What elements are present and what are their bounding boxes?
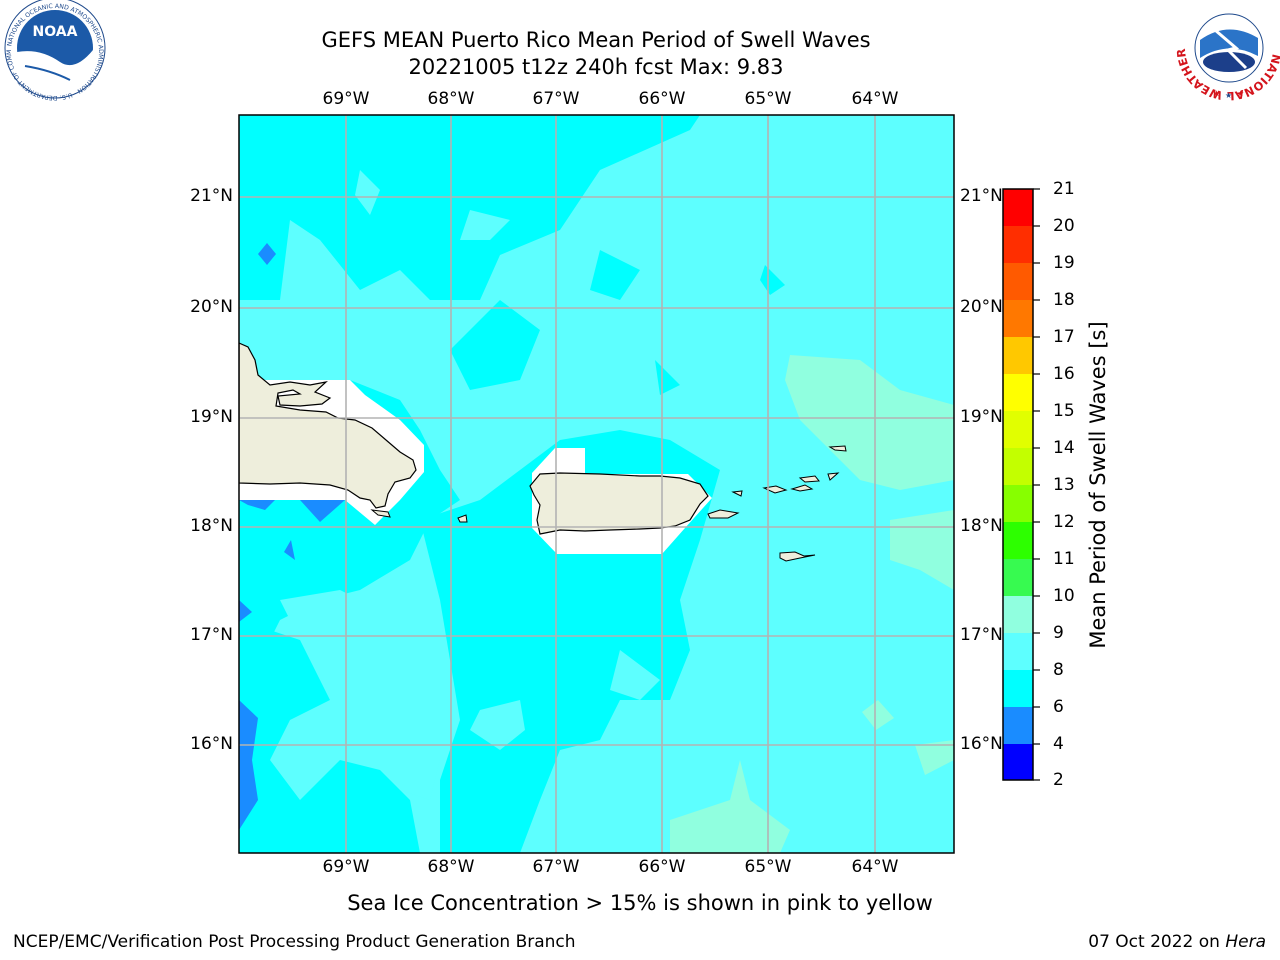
land-anegada xyxy=(828,445,847,452)
noaa-logo: NATIONAL OCEANIC AND ATMOSPHERIC ADMINIS… xyxy=(0,0,106,101)
field-region-blue xyxy=(239,500,275,510)
lat-label-left: 19°N xyxy=(190,407,233,427)
colorbar-tick: 19 xyxy=(1053,253,1075,273)
lat-label-left: 21°N xyxy=(190,186,233,206)
field-region-blue xyxy=(300,500,345,522)
land-hispaniola xyxy=(239,342,417,509)
field-region-mint xyxy=(915,740,954,775)
field-region-blue xyxy=(239,600,252,622)
colorbar-tick: 11 xyxy=(1053,549,1075,569)
lon-label-top: 64°W xyxy=(851,89,899,109)
colorbar-label: Mean Period of Swell Waves [s] xyxy=(1086,321,1110,649)
field-region-cyan xyxy=(450,300,540,390)
colorbar-tick: 21 xyxy=(1053,179,1075,199)
lon-label-top: 66°W xyxy=(638,89,686,109)
field-region-cyan xyxy=(239,115,700,300)
lon-label-bottom: 67°W xyxy=(532,857,580,877)
land-st-john xyxy=(790,484,814,492)
field-region-light xyxy=(460,210,510,240)
field-region-mint xyxy=(785,355,954,490)
footer-host: Hera xyxy=(1225,932,1266,952)
field-region-cyan xyxy=(590,250,640,300)
field-region-light xyxy=(610,650,660,700)
lat-label-left: 16°N xyxy=(190,734,233,754)
nws-ring-text: NATIONAL WEATHER SERVICE xyxy=(0,0,1280,103)
svg-text:NATIONAL WEATHER SERVICE: NATIONAL WEATHER SERVICE xyxy=(0,0,1280,103)
lat-label-right: 20°N xyxy=(960,297,1003,317)
lon-label-bottom: 66°W xyxy=(638,857,686,877)
svg-text:★: ★ xyxy=(1225,91,1232,100)
lat-label-left: 20°N xyxy=(190,297,233,317)
lon-label-top: 65°W xyxy=(744,89,792,109)
plot-subtitle: 20221005 t12z 240h fcst Max: 9.83 xyxy=(408,55,784,79)
sea-ice-note: Sea Ice Concentration > 15% is shown in … xyxy=(347,891,933,915)
colorbar-tick: 2 xyxy=(1053,770,1064,790)
lat-label-right: 21°N xyxy=(960,186,1003,206)
colorbar-tick: 15 xyxy=(1053,401,1075,421)
noaa-logo-text: NOAA xyxy=(33,24,78,40)
colorbar-tick: 13 xyxy=(1053,475,1075,495)
footer-date-text: 07 Oct 2022 on xyxy=(1088,932,1226,952)
lat-label-right: 16°N xyxy=(960,734,1003,754)
lat-label-left: 18°N xyxy=(190,516,233,536)
colorbar-tick: 18 xyxy=(1053,290,1075,310)
lat-label-left: 17°N xyxy=(190,625,233,645)
field-region-light xyxy=(400,740,440,800)
field-region-blue xyxy=(258,243,276,265)
colorbar-tick: 12 xyxy=(1053,512,1075,532)
field-region-light xyxy=(355,170,380,215)
land-vieques xyxy=(707,509,740,519)
field-region-mint xyxy=(862,700,894,730)
lon-label-top: 67°W xyxy=(532,89,580,109)
colorbar-tick: 17 xyxy=(1053,327,1075,347)
graticule xyxy=(239,115,954,853)
land-mona-island xyxy=(457,514,468,523)
colorbar-tick: 6 xyxy=(1053,697,1064,717)
field-region-light xyxy=(280,590,380,640)
nws-logo: NATIONAL WEATHER SERVICE ★ ★ ★ xyxy=(0,0,1280,103)
colorbar-tick: 20 xyxy=(1053,216,1075,236)
field-region-mint xyxy=(670,760,790,853)
colorbar-tick: 8 xyxy=(1053,660,1064,680)
map-frame xyxy=(238,114,955,854)
colorbar-tick: 9 xyxy=(1053,623,1064,643)
lat-label-right: 18°N xyxy=(960,516,1003,536)
svg-text:★: ★ xyxy=(1213,89,1220,98)
field-region-cyan xyxy=(239,620,420,853)
field-region-blue xyxy=(284,540,295,560)
lon-label-bottom: 68°W xyxy=(427,857,475,877)
land-st-croix xyxy=(779,551,816,562)
colorbar-tick: 4 xyxy=(1053,734,1064,754)
land-culebra xyxy=(731,490,743,497)
footer-credit: NCEP/EMC/Verification Post Processing Pr… xyxy=(13,932,576,952)
land-isla-beata xyxy=(370,509,391,518)
field-region-cyan xyxy=(760,265,785,295)
land-st-thomas xyxy=(762,485,788,494)
colorbar xyxy=(1002,188,1040,781)
colorbar-cover xyxy=(1003,189,1033,780)
footer-date: 07 Oct 2022 on Hera xyxy=(1088,932,1266,952)
field-region-light xyxy=(470,700,525,750)
lon-label-bottom: 64°W xyxy=(851,857,899,877)
swell-period-field xyxy=(239,115,954,853)
field-region-blue xyxy=(239,700,258,830)
svg-text:★: ★ xyxy=(1237,89,1244,98)
land-tortola xyxy=(798,475,820,483)
field-region-mint xyxy=(890,510,954,590)
lon-label-top: 69°W xyxy=(322,89,370,109)
lon-label-top: 68°W xyxy=(427,89,475,109)
lat-label-right: 17°N xyxy=(960,625,1003,645)
colorbar-tick: 10 xyxy=(1053,586,1075,606)
colorbar-tick: 14 xyxy=(1053,438,1075,458)
lon-label-bottom: 69°W xyxy=(322,857,370,877)
land-virgin-gorda xyxy=(827,472,840,481)
colorbar-tick: 16 xyxy=(1053,364,1075,384)
plot-title: GEFS MEAN Puerto Rico Mean Period of Swe… xyxy=(321,28,871,52)
lat-label-right: 19°N xyxy=(960,407,1003,427)
lon-label-bottom: 65°W xyxy=(744,857,792,877)
